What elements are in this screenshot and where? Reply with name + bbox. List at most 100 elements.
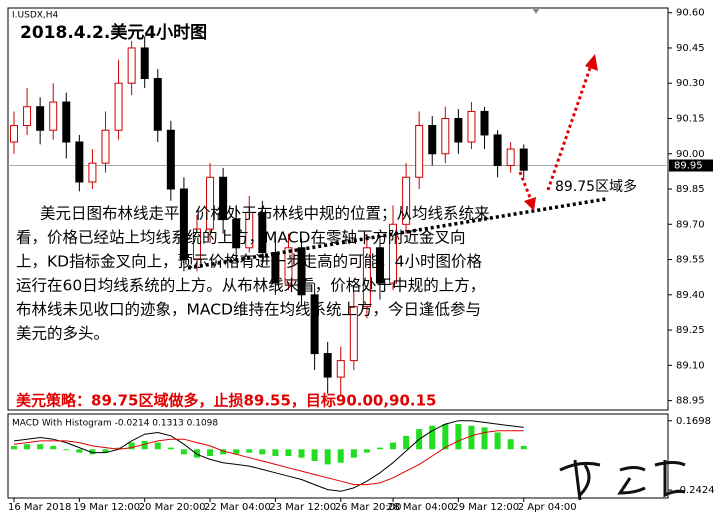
histogram-bar <box>350 449 357 458</box>
candle-body <box>402 176 411 225</box>
y-tick-label: 89.25 <box>676 325 705 336</box>
zone-label: 89.75区域多 <box>555 178 637 195</box>
candle-body <box>23 106 32 127</box>
macd-line <box>13 430 524 486</box>
candle-body <box>323 353 332 378</box>
histogram-bar <box>76 449 83 453</box>
y-tick-label: -0.2424 <box>676 485 715 496</box>
histogram-bar <box>154 442 161 450</box>
candle-body <box>310 294 319 355</box>
histogram-bar <box>455 424 462 450</box>
candle-body <box>101 129 110 164</box>
main-panel <box>7 7 669 411</box>
histogram-bar <box>298 449 305 458</box>
candle-body <box>206 176 215 230</box>
candle-body <box>493 134 502 167</box>
candle-body <box>271 251 280 284</box>
y-tick-label: 90.60 <box>676 8 705 19</box>
candle-body <box>10 125 18 143</box>
y-tick-label: 89.40 <box>676 290 705 301</box>
candle-body <box>62 101 71 143</box>
analysis-text: 布林线未见收口的迹象，MACD维持在均线系统上方，今日逢低参与 <box>16 301 481 319</box>
candle-body <box>375 247 384 284</box>
candle-body <box>441 117 450 155</box>
symbol: I.USDX,H4 <box>12 11 59 21</box>
macd-panel <box>7 413 669 499</box>
chart-title: 2018.4.2.美元4小时图 <box>20 22 207 43</box>
y-tick-label: 90.30 <box>676 78 705 89</box>
shift-marker <box>532 8 540 14</box>
y-tick-label: 89.10 <box>676 360 705 371</box>
histogram-bar <box>24 444 31 450</box>
x-tick-label: 20 Mar 20:00 <box>139 502 206 513</box>
candle-body <box>258 212 267 253</box>
histogram-bar <box>403 435 410 450</box>
candle-body <box>75 141 84 183</box>
y-tick-label: 90.00 <box>676 149 705 160</box>
candle-body <box>219 176 228 221</box>
candle-body <box>88 162 97 183</box>
candle-body <box>467 110 476 143</box>
histogram-bar <box>481 427 488 450</box>
histogram-bar <box>390 442 397 450</box>
histogram-bar <box>89 449 96 455</box>
marks: 90.60 90.45 90.30 90.15 90.00 89.85 89.70 89.55… <box>8 8 715 513</box>
signature <box>559 459 686 501</box>
histogram-bar <box>376 447 383 450</box>
histogram-bar <box>324 449 331 465</box>
candle-body <box>480 110 489 136</box>
candle-body <box>415 125 424 178</box>
x-tick-label: 23 Mar 12:00 <box>269 502 336 513</box>
analysis-text: 美元的多头。 <box>16 325 109 343</box>
macd-line <box>13 420 524 492</box>
histogram-bar <box>311 449 318 462</box>
y-tick-label: 89.70 <box>676 219 705 230</box>
analysis-text: 美元日图布林线走平，价格处于布林线中规的位置；从均线系统来 <box>40 205 490 223</box>
y-tick-label: 90.45 <box>676 43 705 54</box>
candle-body <box>519 148 528 171</box>
histogram-bar <box>468 425 475 450</box>
histogram-bar <box>429 425 436 450</box>
histogram-bar <box>50 445 57 450</box>
x-tick-label: 29 Mar 12:00 <box>452 502 519 513</box>
arrow-head <box>524 197 536 211</box>
analysis-text: 运行在60日均线系统的上方。从布林线来看，价格处于中规的上方， <box>16 277 485 295</box>
trend-line <box>187 197 607 270</box>
histogram-bar <box>141 440 148 450</box>
x-tick-label: 19 Mar 12:00 <box>73 502 140 513</box>
histogram-bar <box>63 449 70 451</box>
histogram-bar <box>507 439 514 450</box>
histogram-bar <box>363 449 370 453</box>
histogram-bar <box>520 445 527 450</box>
candle-body <box>114 82 123 131</box>
histogram-bar <box>102 449 109 453</box>
histogram-bar <box>37 444 44 450</box>
x-tick-label: 22 Mar 04:00 <box>204 502 271 513</box>
histogram-bar <box>115 447 122 450</box>
analysis-text: 上，KD指标金叉向上，预示价格有进一步走高的可能，4小时图价格 <box>16 253 482 271</box>
histogram-bar <box>207 449 214 456</box>
histogram-bar <box>180 449 187 455</box>
candle-body <box>36 106 45 131</box>
candle-body <box>362 247 371 308</box>
last-price-label: 89.95 <box>674 161 703 172</box>
y-tick-label: 88.95 <box>676 396 705 407</box>
last-price-box <box>669 159 713 172</box>
analysis-text: 看，价格已经站上均线系统的上方，MACD在零轴下方附近金叉向 <box>16 229 465 247</box>
x-tick-label: 2 Apr 04:00 <box>518 502 577 513</box>
histogram-bar <box>246 449 253 453</box>
candle-body <box>166 129 175 190</box>
histogram-bar <box>128 442 135 450</box>
candle-body <box>336 360 345 378</box>
candle-body <box>140 47 149 80</box>
macd-title: MACD With Histogram -0.0214 0.1313 0.109… <box>12 419 218 429</box>
histogram-bar <box>272 449 279 456</box>
y-tick-label: 89.55 <box>676 255 705 266</box>
x-tick-label: 26 Mar 20:00 <box>335 502 402 513</box>
histogram-bar <box>11 445 17 450</box>
y-tick-label: 0.1698 <box>676 416 711 427</box>
arrow-head <box>585 54 598 71</box>
candle-body <box>506 148 515 167</box>
histogram-bar <box>259 449 266 455</box>
